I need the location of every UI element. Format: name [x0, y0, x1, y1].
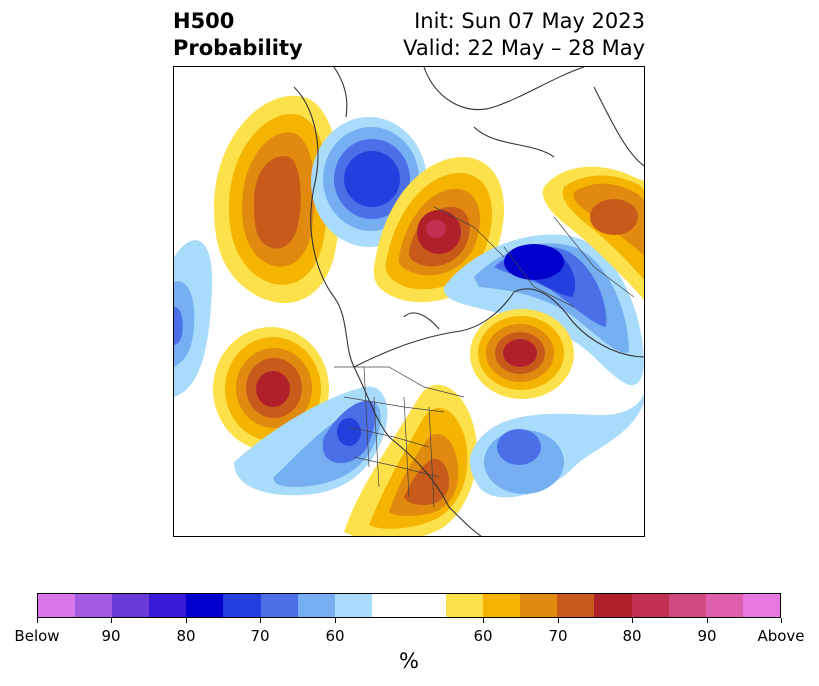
- colorbar-segment: [186, 594, 224, 617]
- colorbar-tick: [335, 618, 336, 623]
- anomaly-above-siberia-east: [542, 166, 644, 300]
- map-svg: [174, 67, 644, 536]
- colorbar-segment: [112, 594, 150, 617]
- colorbar-segment: [594, 594, 632, 617]
- colorbar-segment: [149, 594, 187, 617]
- colorbar-segment: [408, 594, 447, 617]
- anomaly-below-siberia-west: [443, 234, 644, 386]
- valid-period-label: Valid: 22 May – 28 May: [403, 36, 645, 60]
- colorbar-segment: [631, 594, 669, 617]
- colorbar-tick-label: 80: [176, 627, 196, 645]
- colorbar-tick: [707, 618, 708, 623]
- colorbar-segment: [520, 594, 558, 617]
- anomaly-above-europe: [470, 309, 574, 399]
- anomaly-below-western-us: [234, 386, 388, 496]
- colorbar-segment: [371, 594, 409, 617]
- colorbar-segment: [668, 594, 706, 617]
- colorbar-unit-label: %: [399, 649, 419, 673]
- colorbar: [37, 593, 781, 618]
- anomaly-above-central-pacific: [213, 327, 329, 451]
- colorbar-tick-label: 70: [250, 627, 270, 645]
- colorbar-segment: [334, 594, 372, 617]
- colorbar-tick-label: 80: [622, 627, 642, 645]
- variable-label: H500: [173, 9, 235, 33]
- colorbar-segment: [223, 594, 261, 617]
- colorbar-segment: [446, 594, 484, 617]
- product-label: Probability: [173, 36, 303, 60]
- colorbar-tick: [186, 618, 187, 623]
- init-date-label: Init: Sun 07 May 2023: [414, 9, 645, 33]
- colorbar-tick-label: 60: [325, 627, 345, 645]
- political-borders: [334, 206, 635, 508]
- colorbar-tick: [483, 618, 484, 623]
- colorbar-segment: [705, 594, 743, 617]
- colorbar-tick-label: 70: [548, 627, 568, 645]
- colorbar-segment: [260, 594, 298, 617]
- colorbar-tick-label: 60: [473, 627, 493, 645]
- title-left: H500 Probability: [173, 8, 303, 62]
- coastlines: [293, 67, 644, 536]
- colorbar-tick-label: 90: [101, 627, 121, 645]
- colorbar-tick: [781, 618, 782, 623]
- probability-map: [173, 66, 645, 537]
- colorbar-tick: [37, 618, 38, 623]
- colorbar-tick-label: Above: [757, 627, 805, 645]
- colorbar-segment: [742, 594, 780, 617]
- colorbar-tick-label: Below: [14, 627, 60, 645]
- anomaly-below-pacific-west: [174, 240, 213, 397]
- title-right: Init: Sun 07 May 2023 Valid: 22 May – 28…: [403, 8, 645, 62]
- anomaly-below-north-africa: [469, 393, 644, 498]
- colorbar-segment: [297, 594, 335, 617]
- colorbar-segment: [75, 594, 113, 617]
- colorbar-tick: [558, 618, 559, 623]
- anomaly-above-alaska: [214, 95, 341, 304]
- colorbar-segment: [483, 594, 521, 617]
- colorbar-segment: [38, 594, 76, 617]
- colorbar-tick-label: 90: [697, 627, 717, 645]
- colorbar-segment: [557, 594, 595, 617]
- anomaly-above-north-atlantic: [373, 157, 504, 303]
- colorbar-tick: [632, 618, 633, 623]
- colorbar-tick: [260, 618, 261, 623]
- colorbar-tick: [111, 618, 112, 623]
